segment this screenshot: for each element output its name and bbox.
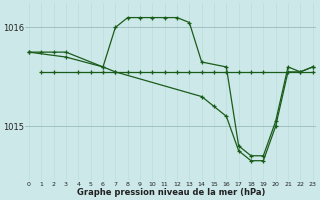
X-axis label: Graphe pression niveau de la mer (hPa): Graphe pression niveau de la mer (hPa) xyxy=(77,188,265,197)
